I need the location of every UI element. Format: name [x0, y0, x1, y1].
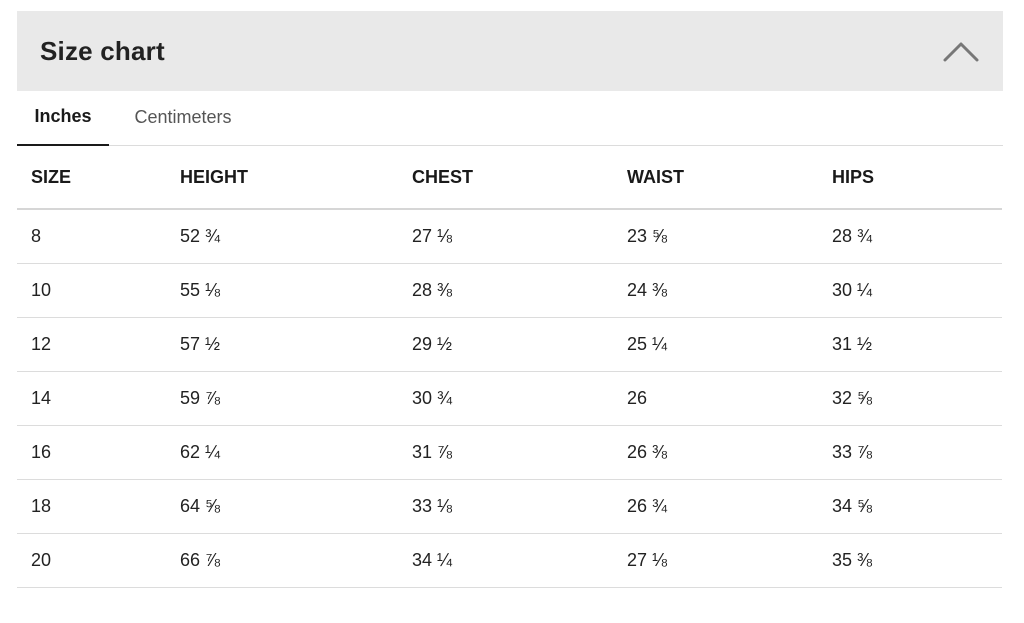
- column-header-size: SIZE: [17, 146, 180, 210]
- cell-waist: 27 ⅛: [627, 533, 832, 588]
- chevron-up-icon[interactable]: [941, 38, 981, 64]
- cell-hips: 34 ⅝: [832, 479, 1002, 534]
- cell-chest: 28 ⅜: [412, 263, 627, 318]
- cell-hips: 32 ⅝: [832, 371, 1002, 426]
- cell-waist: 25 ¼: [627, 317, 832, 372]
- cell-waist: 26 ⅜: [627, 425, 832, 480]
- cell-size: 10: [17, 263, 180, 318]
- cell-size: 8: [17, 209, 180, 264]
- cell-height: 55 ⅛: [180, 263, 412, 318]
- size-table: SIZE HEIGHT CHEST WAIST HIPS 8 52 ¾ 27 ⅛…: [17, 146, 1002, 588]
- tab-inches[interactable]: Inches: [17, 91, 109, 146]
- cell-waist: 24 ⅜: [627, 263, 832, 318]
- cell-height: 62 ¼: [180, 425, 412, 480]
- cell-chest: 30 ¾: [412, 371, 627, 426]
- cell-hips: 33 ⅞: [832, 425, 1002, 480]
- cell-hips: 35 ⅜: [832, 533, 1002, 588]
- cell-height: 57 ½: [180, 317, 412, 372]
- cell-size: 14: [17, 371, 180, 426]
- cell-height: 64 ⅝: [180, 479, 412, 534]
- cell-waist: 26 ¾: [627, 479, 832, 534]
- table-row: 18 64 ⅝ 33 ⅛ 26 ¾ 34 ⅝: [17, 479, 1002, 534]
- column-header-waist: WAIST: [627, 146, 832, 210]
- size-chart-panel: Size chart Inches Centimeters SIZE HEIGH…: [17, 11, 1003, 588]
- table-row: 8 52 ¾ 27 ⅛ 23 ⅝ 28 ¾: [17, 209, 1002, 264]
- cell-height: 59 ⅞: [180, 371, 412, 426]
- table-row: 14 59 ⅞ 30 ¾ 26 32 ⅝: [17, 371, 1002, 426]
- table-row: 12 57 ½ 29 ½ 25 ¼ 31 ½: [17, 317, 1002, 372]
- column-header-chest: CHEST: [412, 146, 627, 210]
- cell-size: 16: [17, 425, 180, 480]
- cell-size: 12: [17, 317, 180, 372]
- cell-chest: 27 ⅛: [412, 209, 627, 264]
- cell-size: 18: [17, 479, 180, 534]
- table-row: 20 66 ⅞ 34 ¼ 27 ⅛ 35 ⅜: [17, 533, 1002, 588]
- cell-waist: 23 ⅝: [627, 209, 832, 264]
- column-header-height: HEIGHT: [180, 146, 412, 210]
- cell-height: 66 ⅞: [180, 533, 412, 588]
- column-header-hips: HIPS: [832, 146, 1002, 210]
- tab-centimeters[interactable]: Centimeters: [134, 106, 232, 127]
- table-row: 16 62 ¼ 31 ⅞ 26 ⅜ 33 ⅞: [17, 425, 1002, 480]
- cell-chest: 29 ½: [412, 317, 627, 372]
- size-chart-title: Size chart: [40, 35, 165, 66]
- cell-height: 52 ¾: [180, 209, 412, 264]
- cell-waist: 26: [627, 371, 832, 426]
- cell-size: 20: [17, 533, 180, 588]
- cell-chest: 34 ¼: [412, 533, 627, 588]
- cell-chest: 31 ⅞: [412, 425, 627, 480]
- cell-hips: 30 ¼: [832, 263, 1002, 318]
- cell-hips: 31 ½: [832, 317, 1002, 372]
- table-header-row: SIZE HEIGHT CHEST WAIST HIPS: [17, 146, 1002, 210]
- size-chart-header[interactable]: Size chart: [17, 11, 1003, 91]
- cell-chest: 33 ⅛: [412, 479, 627, 534]
- cell-hips: 28 ¾: [832, 209, 1002, 264]
- unit-tabs: Inches Centimeters: [17, 91, 1003, 146]
- table-row: 10 55 ⅛ 28 ⅜ 24 ⅜ 30 ¼: [17, 263, 1002, 318]
